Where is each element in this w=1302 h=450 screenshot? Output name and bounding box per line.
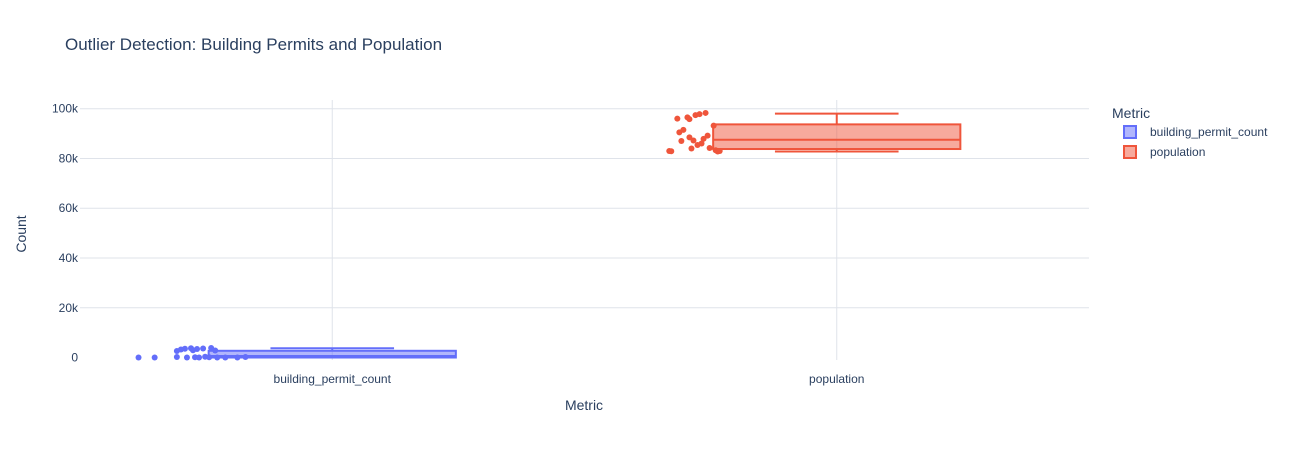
data-point <box>242 354 249 361</box>
y-tick-label: 20k <box>59 301 79 315</box>
data-point <box>678 138 685 145</box>
legend: Metric building_permit_count population <box>1112 105 1268 159</box>
data-point <box>686 134 693 141</box>
data-point <box>212 347 219 354</box>
y-axis-ticks: 0 20k 40k 60k 80k 100k <box>52 102 79 365</box>
data-point <box>686 116 693 123</box>
data-point <box>135 354 142 361</box>
data-point <box>206 354 213 361</box>
data-point <box>698 140 705 147</box>
data-point <box>222 354 229 361</box>
data-point <box>696 111 703 118</box>
legend-title: Metric <box>1112 105 1150 121</box>
data-point <box>688 145 695 152</box>
y-tick-label: 80k <box>59 151 79 165</box>
x-axis-title: Metric <box>565 397 603 413</box>
data-point <box>194 346 201 353</box>
data-point <box>706 145 713 152</box>
data-point <box>690 137 697 144</box>
data-point <box>710 122 717 129</box>
box-body <box>207 349 457 359</box>
data-point <box>214 354 221 361</box>
y-tick-label: 100k <box>52 102 79 116</box>
legend-item-building_permit_count: building_permit_count <box>1123 125 1268 139</box>
data-point <box>173 354 180 361</box>
y-tick-label: 40k <box>59 251 79 265</box>
data-point <box>674 115 681 122</box>
legend-item-population: population <box>1123 145 1205 159</box>
legend-label: building_permit_count <box>1150 125 1268 139</box>
data-point <box>196 354 203 361</box>
data-point <box>668 148 675 155</box>
box-body <box>712 123 962 151</box>
gridlines <box>80 100 1089 360</box>
data-point <box>716 148 723 155</box>
plot-area <box>135 109 962 361</box>
data-point <box>704 132 711 139</box>
data-point <box>680 126 687 133</box>
chart-title: Outlier Detection: Building Permits and … <box>65 35 442 54</box>
box-trace-population <box>666 109 962 155</box>
data-point <box>702 109 709 116</box>
box-trace-building_permit_count <box>135 345 457 361</box>
legend-label: population <box>1150 145 1205 159</box>
data-point <box>183 354 190 361</box>
data-point <box>700 135 707 142</box>
y-tick-label: 60k <box>59 201 79 215</box>
data-point <box>200 345 207 352</box>
data-point <box>234 354 241 361</box>
x-tick-label: building_permit_count <box>274 372 392 386</box>
legend-swatch <box>1123 125 1137 139</box>
y-tick-label: 0 <box>71 351 78 365</box>
x-axis-ticks: building_permit_count population <box>274 372 865 386</box>
data-point <box>151 354 158 361</box>
legend-swatch <box>1123 145 1137 159</box>
data-point <box>181 345 188 352</box>
x-tick-label: population <box>809 372 864 386</box>
y-axis-title: Count <box>13 215 29 252</box>
